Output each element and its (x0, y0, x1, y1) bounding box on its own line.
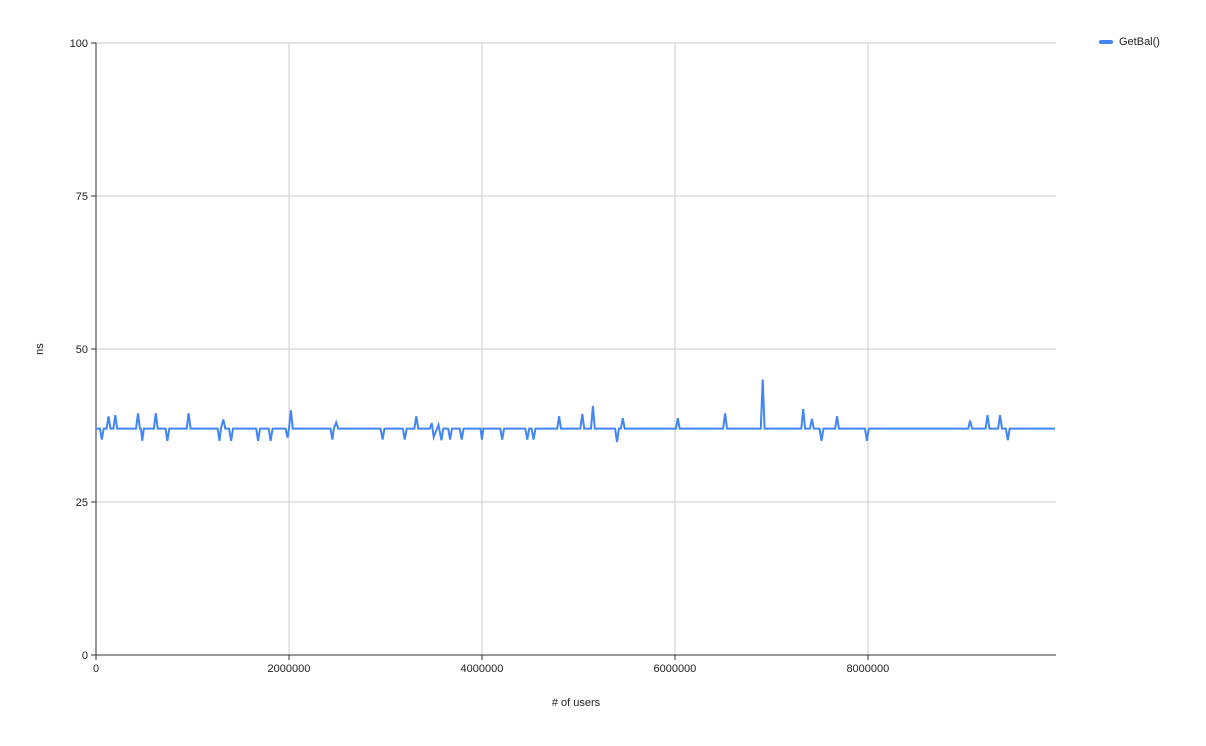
y-tick-label: 75 (76, 191, 88, 203)
legend-series-marker (1099, 40, 1113, 44)
x-axis-title: # of users (551, 697, 601, 709)
x-tick-label: 4000000 (461, 663, 504, 675)
y-tick-label: 100 (70, 38, 88, 50)
y-axis-title: ns (34, 343, 46, 355)
y-tick-label: 50 (76, 344, 88, 356)
y-tick-label: 25 (76, 497, 88, 509)
x-tick-label: 2000000 (268, 663, 311, 675)
legend: GetBal() (1099, 36, 1160, 48)
x-tick-label: 6000000 (653, 663, 696, 675)
legend-series-label: GetBal() (1119, 36, 1160, 48)
x-tick-label: 8000000 (846, 663, 889, 675)
x-tick-label: 0 (93, 663, 99, 675)
series-line-getbal (96, 379, 1055, 443)
y-tick-label: 0 (82, 650, 88, 662)
